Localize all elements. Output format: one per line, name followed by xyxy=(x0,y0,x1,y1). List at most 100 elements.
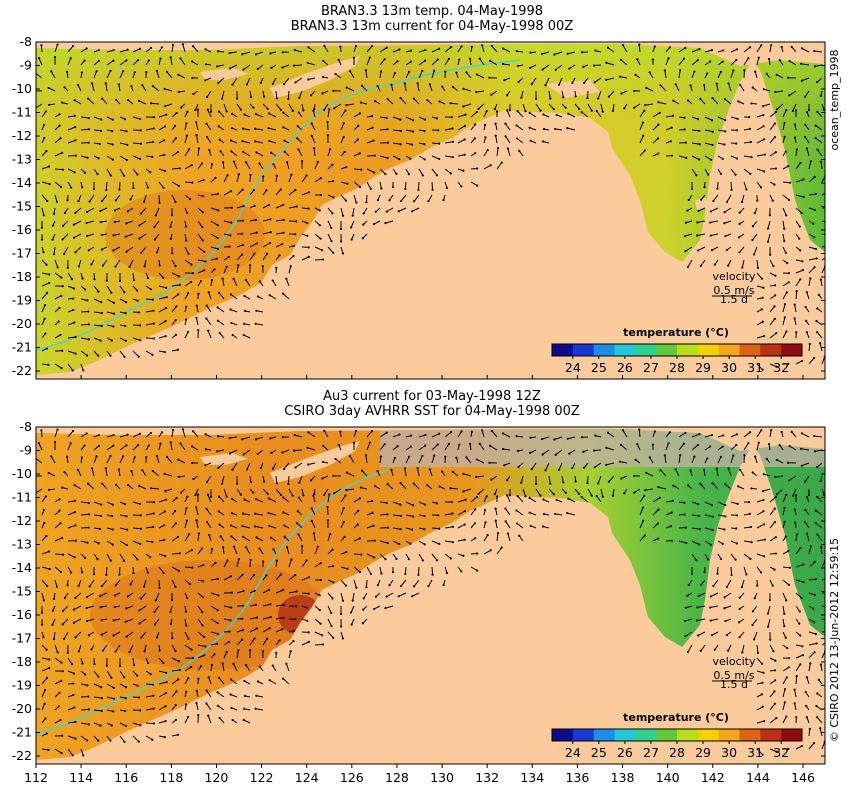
colorbar-swatch xyxy=(760,729,782,741)
colorbar-swatch xyxy=(677,344,699,356)
colorbar-swatch xyxy=(572,729,595,741)
colorbar-tick-label: 31 xyxy=(747,745,763,760)
colorbar-tick-label: 29 xyxy=(695,745,711,760)
y-tick-label: -14 xyxy=(12,560,32,575)
y-tick-label: -15 xyxy=(12,584,32,599)
panel1-land-timor xyxy=(270,56,360,98)
colorbar-swatch xyxy=(635,729,657,741)
colorbar-tick-label: 24 xyxy=(565,745,581,760)
panel1-current-arrows xyxy=(36,43,825,372)
panel1-isobath xyxy=(36,59,521,351)
y-tick-label: -21 xyxy=(12,725,32,740)
y-tick-label: -9 xyxy=(20,58,33,73)
panel2-title-line2: CSIRO 3day AVHRR SST for 04-May-1998 00Z xyxy=(284,404,580,419)
x-tick-label: 126 xyxy=(340,770,364,785)
panel2-velocity-scale: 0.5 m/s xyxy=(713,669,754,682)
panel1-title-line1: BRAN3.3 13m temp. 04-May-1998 xyxy=(321,4,543,19)
panel2-warm-core xyxy=(90,560,330,670)
panel2-frame xyxy=(35,426,826,765)
panel1-colorbar-title: temperature (°C) xyxy=(623,326,729,339)
x-tick-label: 116 xyxy=(114,770,138,785)
panel2-land-islands xyxy=(36,427,825,451)
x-tick-label: 132 xyxy=(475,770,499,785)
x-tick-label: 146 xyxy=(791,770,815,785)
y-tick-label: -16 xyxy=(12,222,32,237)
panel1-velocity-time: 1.5 d xyxy=(720,293,748,306)
colorbar-tick-label: 32 xyxy=(773,745,789,760)
side-label-top: ocean_temp_1998 xyxy=(828,49,841,150)
y-tick-label: -13 xyxy=(12,537,32,552)
colorbar-swatch xyxy=(593,344,615,356)
colorbar-tick-label: 27 xyxy=(643,745,659,760)
panel2-land-australia xyxy=(36,445,825,764)
x-tick-label: 134 xyxy=(520,770,544,785)
y-tick-label: -12 xyxy=(12,128,32,143)
panel1-velocity-scale: 0.5 m/s xyxy=(713,284,754,297)
panel2-isobath xyxy=(36,469,391,736)
panel1-land-groote xyxy=(695,198,708,210)
colorbar-swatch xyxy=(656,729,678,741)
colorbar-swatch xyxy=(635,344,657,356)
colorbar-tick-label: 29 xyxy=(695,360,711,375)
y-tick-label: -19 xyxy=(12,678,32,693)
colorbar-swatch xyxy=(718,344,740,356)
colorbar-swatch xyxy=(552,729,574,741)
y-tick-label: -8 xyxy=(20,419,33,434)
x-tick-label: 120 xyxy=(205,770,229,785)
colorbar-tick-label: 24 xyxy=(565,360,581,375)
x-tick-label: 122 xyxy=(250,770,274,785)
y-tick-label: -11 xyxy=(12,490,32,505)
colorbar-swatch xyxy=(552,344,574,356)
colorbar-swatch xyxy=(781,344,803,356)
x-tick-label: 118 xyxy=(159,770,183,785)
y-axis-top: -8 -9 -10 -11 -12 -13 -14 -15 -16 -17 -18 -19 -20 -21… xyxy=(12,34,825,378)
y-tick-label: -19 xyxy=(12,293,32,308)
colorbar-swatch xyxy=(739,729,761,741)
colorbar-swatch xyxy=(739,344,761,356)
panel1-land-australia xyxy=(36,60,825,379)
colorbar-tick-label: 30 xyxy=(721,360,737,375)
y-tick-label: -10 xyxy=(12,81,32,96)
colorbar-tick-label: 26 xyxy=(617,360,633,375)
y-tick-label: -18 xyxy=(12,269,32,284)
y-tick-label: -10 xyxy=(12,466,32,481)
panel1-land-islands xyxy=(36,42,825,66)
colorbar-tick-label: 32 xyxy=(773,360,789,375)
panel1-land-sumba xyxy=(200,68,248,80)
panel1-map xyxy=(36,42,825,379)
colorbar-tick-label: 28 xyxy=(669,360,685,375)
colorbar-tick-label: 28 xyxy=(669,745,685,760)
panel2-velocity-time: 1.5 d xyxy=(720,678,748,691)
y-tick-label: -13 xyxy=(12,152,32,167)
colorbar-swatch xyxy=(760,344,782,356)
colorbar-tick-label: 27 xyxy=(643,360,659,375)
panel1-velocity-label: velocity xyxy=(713,270,756,283)
colorbar-swatch xyxy=(781,729,803,741)
y-tick-label: -9 xyxy=(20,443,33,458)
x-tick-label: 114 xyxy=(69,770,93,785)
y-tick-label: -16 xyxy=(12,607,32,622)
panel2-map xyxy=(36,427,825,764)
side-label-bottom: © CSIRO 2012 13-Jun-2012 12:59:15 xyxy=(828,538,841,742)
colorbar-swatch xyxy=(697,729,720,741)
y-tick-label: -21 xyxy=(12,340,32,355)
colorbar-swatch xyxy=(677,729,699,741)
panel2-velocity-label: velocity xyxy=(713,655,756,668)
colorbar-swatch xyxy=(656,344,678,356)
y-tick-label: -8 xyxy=(20,34,33,49)
y-tick-label: -12 xyxy=(12,513,32,528)
y-axis-bottom: -8 -9 -10 -11 -12 -13 -14 -15 -16 -17 -18 -19 -20 -21… xyxy=(12,419,825,763)
colorbar-tick-label: 26 xyxy=(617,745,633,760)
y-tick-label: -17 xyxy=(12,246,32,261)
x-tick-label: 124 xyxy=(295,770,319,785)
panel1-colorbar: 24 25 26 27 28 29 30 31 32 xyxy=(551,343,803,375)
colorbar-swatch xyxy=(614,729,636,741)
x-tick-label: 138 xyxy=(611,770,635,785)
y-tick-label: -17 xyxy=(12,631,32,646)
y-tick-label: -18 xyxy=(12,654,32,669)
panel1-title-line2: BRAN3.3 13m current for 04-May-1998 00Z xyxy=(291,19,574,34)
x-tick-label: 140 xyxy=(656,770,680,785)
colorbar-swatch xyxy=(697,344,720,356)
y-tick-label: -14 xyxy=(12,175,32,190)
